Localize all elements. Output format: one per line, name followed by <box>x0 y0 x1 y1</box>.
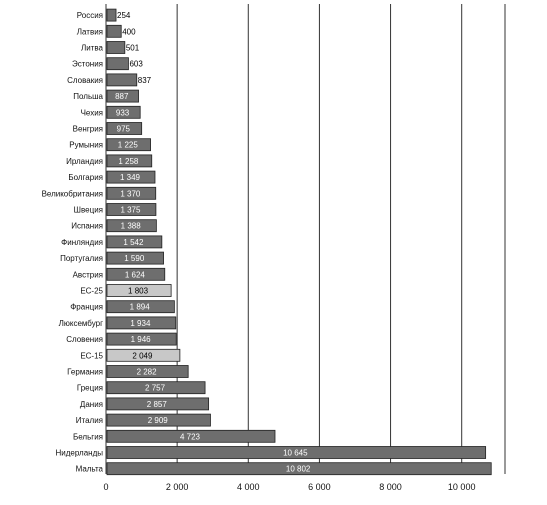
category-label: Венгрия <box>73 125 103 134</box>
labels: 0 2 000 4 000 6 000 8 000 10 000 Россия 254 Латв… <box>42 11 476 492</box>
value-label: 1 934 <box>130 319 151 328</box>
value-label: 1 375 <box>120 206 141 215</box>
category-label: Болгария <box>68 173 103 182</box>
value-label: 2 282 <box>137 368 158 377</box>
bar <box>106 203 157 216</box>
value-label: 400 <box>122 27 136 36</box>
bar <box>106 154 153 168</box>
x-tick-label: 0 <box>103 482 108 492</box>
value-label: 2 049 <box>132 351 153 360</box>
category-label: Латвия <box>77 27 103 36</box>
bar <box>106 24 122 38</box>
value-label: 501 <box>126 44 140 53</box>
category-label: Испания <box>71 222 103 231</box>
category-label: Нидерланды <box>56 449 104 458</box>
category-label: ЕС-15 <box>80 351 103 360</box>
category-label: Австрия <box>73 270 103 279</box>
bar <box>106 332 177 346</box>
category-label: Польша <box>73 92 103 101</box>
category-label: Италия <box>76 416 103 425</box>
value-label: 2 757 <box>145 384 166 393</box>
value-label: 4 723 <box>180 432 201 441</box>
value-label: 1 258 <box>118 157 139 166</box>
category-label: Словакия <box>67 76 103 85</box>
x-tick-label: 2 000 <box>166 482 189 492</box>
bar <box>106 235 163 249</box>
value-label: 1 624 <box>125 270 146 279</box>
category-label: Финляндия <box>61 238 103 247</box>
bar <box>106 316 177 330</box>
value-label: 975 <box>117 125 131 134</box>
bar <box>106 138 151 152</box>
value-label: 603 <box>129 60 143 69</box>
value-label: 1 894 <box>130 303 151 312</box>
category-label: Румыния <box>69 141 103 150</box>
value-label: 933 <box>116 108 130 117</box>
value-label: 10 802 <box>286 465 311 474</box>
bar <box>106 446 487 459</box>
category-label: Франция <box>70 303 103 312</box>
category-label: ЕС-25 <box>80 287 103 296</box>
grid <box>105 4 506 474</box>
category-label: Мальта <box>76 465 104 474</box>
bar <box>106 122 143 135</box>
bar <box>106 170 156 184</box>
category-label: Греция <box>77 384 103 393</box>
category-label: Португалия <box>60 254 103 263</box>
bar <box>106 348 181 362</box>
value-label: 837 <box>138 76 152 85</box>
category-label: Дания <box>80 400 103 409</box>
bar <box>106 413 211 427</box>
bar <box>106 219 157 233</box>
bar <box>106 105 141 119</box>
category-label: Бельгия <box>73 432 103 441</box>
value-label: 1 542 <box>123 238 144 247</box>
bar <box>106 186 157 200</box>
value-label: 1 803 <box>128 287 149 296</box>
x-tick-label: 6 000 <box>308 482 331 492</box>
category-label: Великобритания <box>42 189 103 198</box>
value-label: 1 349 <box>120 173 141 182</box>
bars <box>106 8 492 476</box>
value-label: 10 645 <box>283 449 308 458</box>
category-label: Германия <box>67 368 103 377</box>
bar <box>106 73 138 87</box>
bar <box>106 284 172 297</box>
bar <box>106 8 117 22</box>
value-label: 2 857 <box>147 400 168 409</box>
bar <box>106 462 492 476</box>
bar <box>106 89 139 103</box>
value-label: 1 946 <box>131 335 152 344</box>
bar <box>106 251 164 265</box>
bar <box>106 365 189 378</box>
category-label: Словения <box>66 335 103 344</box>
category-label: Ирландия <box>66 157 103 166</box>
value-label: 2 909 <box>148 416 169 425</box>
category-label: Чехия <box>81 108 103 117</box>
bar <box>106 57 129 71</box>
category-label: Россия <box>77 11 103 20</box>
category-label: Эстония <box>72 60 103 69</box>
bar <box>106 397 210 411</box>
value-label: 1 225 <box>118 141 139 150</box>
bar <box>106 381 206 395</box>
value-label: 1 388 <box>121 222 142 231</box>
bar <box>106 429 276 443</box>
bar <box>106 41 126 54</box>
bar <box>106 300 175 314</box>
value-label: 254 <box>117 11 131 20</box>
x-tick-label: 8 000 <box>379 482 402 492</box>
x-tick-label: 10 000 <box>448 482 476 492</box>
value-label: 887 <box>115 92 129 101</box>
x-tick-label: 4 000 <box>237 482 260 492</box>
category-label: Швеция <box>74 206 103 215</box>
category-label: Литва <box>81 44 104 53</box>
bar <box>106 267 166 281</box>
value-label: 1 590 <box>124 254 145 263</box>
value-label: 1 370 <box>120 189 141 198</box>
category-label: Люксембург <box>59 319 103 328</box>
